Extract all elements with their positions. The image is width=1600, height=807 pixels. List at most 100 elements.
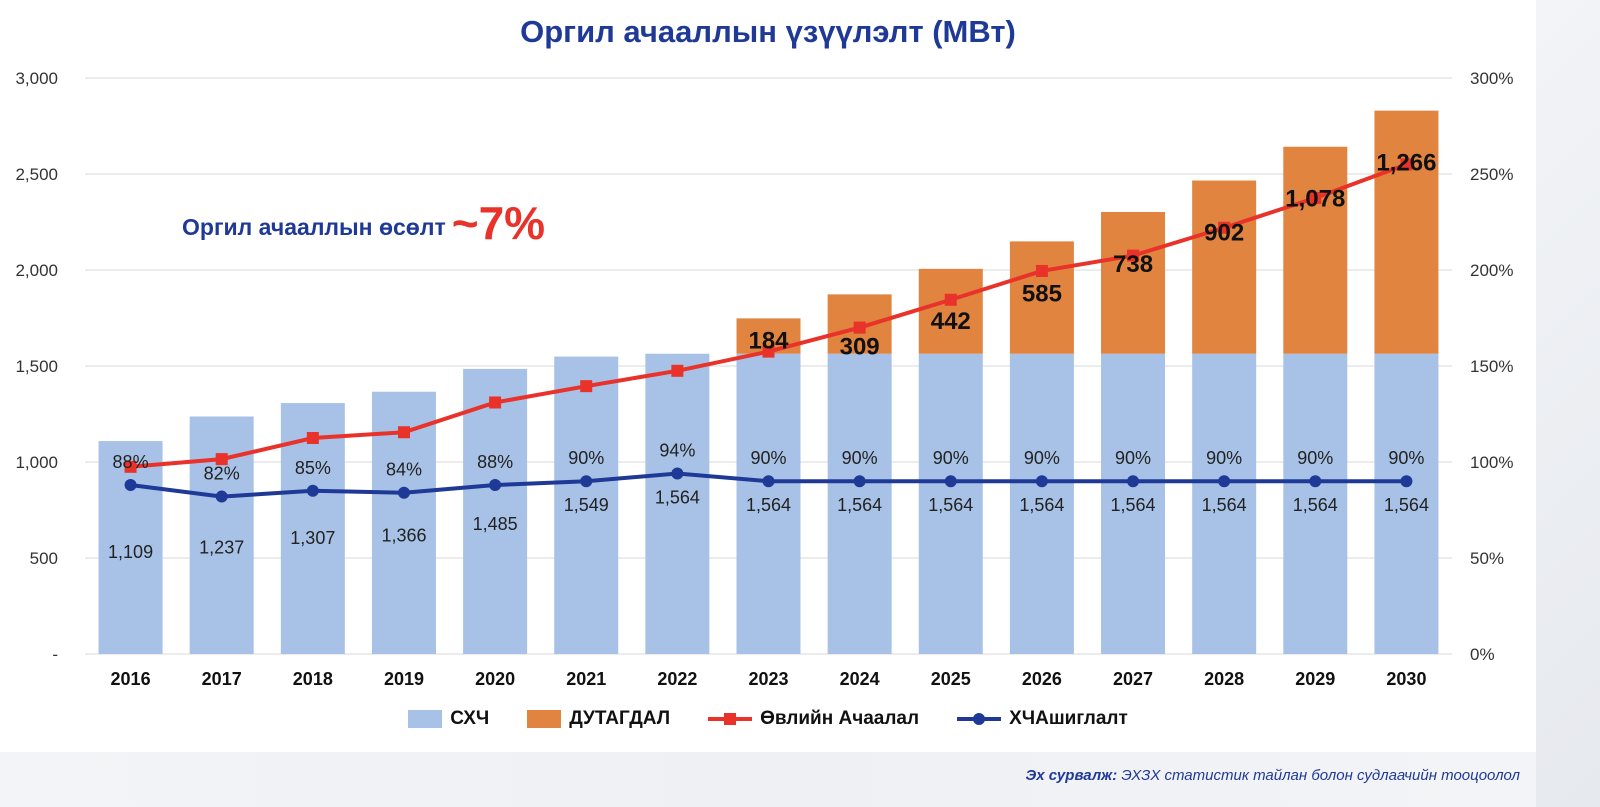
data-label-shortage: 1,266 (1376, 150, 1436, 177)
data-label-shortage: 738 (1113, 251, 1153, 278)
bar-shortage (918, 268, 983, 354)
point-utilization (853, 475, 866, 488)
x-tick-label: 2030 (1386, 669, 1426, 689)
data-label-utilization: 90% (842, 448, 878, 468)
data-label-utilization: 85% (295, 458, 331, 478)
bar-shortage (1192, 180, 1257, 354)
point-winter-load (1127, 249, 1140, 262)
y-tick-label: - (52, 645, 58, 664)
bar-shortage (1101, 212, 1166, 354)
x-tick-label: 2017 (202, 669, 242, 689)
data-label-skhch: 1,564 (1202, 495, 1247, 515)
x-tick-label: 2023 (748, 669, 788, 689)
x-tick-label: 2018 (293, 669, 333, 689)
y2-tick-label: 200% (1470, 261, 1513, 280)
bar-skhch (1101, 353, 1166, 654)
point-utilization (215, 490, 228, 503)
point-utilization (944, 475, 957, 488)
point-utilization (397, 486, 410, 499)
x-tick-label: 2019 (384, 669, 424, 689)
x-tick-label: 2021 (566, 669, 606, 689)
data-label-skhch: 1,564 (1019, 495, 1064, 515)
data-label-utilization: 90% (933, 448, 969, 468)
point-utilization (124, 479, 137, 492)
bar-skhch (98, 441, 163, 654)
bar-skhch (1374, 353, 1439, 654)
point-utilization (1127, 475, 1140, 488)
data-label-skhch: 1,564 (1293, 495, 1338, 515)
data-label-utilization: 82% (204, 464, 240, 484)
y2-tick-label: 150% (1470, 357, 1513, 376)
background-bottom-band (0, 752, 1536, 807)
point-winter-load (1400, 158, 1413, 171)
legend-swatch-skhch (408, 710, 443, 728)
data-label-skhch: 1,564 (837, 495, 882, 515)
point-winter-load (1035, 264, 1048, 277)
legend-swatch-shortage (527, 710, 562, 728)
point-utilization (1218, 475, 1231, 488)
growth-annotation: Оргил ачааллын өсөлт ~7% (182, 196, 545, 250)
data-label-utilization: 90% (1388, 448, 1424, 468)
data-label-skhch: 1,564 (928, 495, 973, 515)
legend-item-shortage: ДУТАГДАЛ (527, 708, 670, 730)
growth-annotation-value: ~7% (451, 197, 546, 249)
data-label-utilization: 90% (568, 448, 604, 468)
point-winter-load (944, 293, 957, 306)
y-tick-label: 3,000 (15, 69, 58, 88)
point-winter-load (671, 364, 684, 377)
point-utilization (306, 484, 319, 497)
point-utilization (580, 475, 593, 488)
data-label-shortage: 902 (1204, 220, 1244, 247)
data-label-skhch: 1,237 (199, 538, 244, 558)
legend-item-winter-load: Өвлийн Ачаалал (708, 708, 919, 730)
point-winter-load (1309, 192, 1322, 204)
data-label-shortage: 1,078 (1285, 186, 1345, 213)
y-tick-label: 1,500 (15, 357, 58, 376)
data-label-utilization: 90% (1115, 448, 1151, 468)
data-label-skhch: 1,366 (381, 526, 426, 546)
x-tick-label: 2026 (1022, 669, 1062, 689)
bar-skhch (918, 353, 983, 654)
legend-label-shortage: ДУТАГДАЛ (569, 708, 671, 729)
bar-skhch (1283, 353, 1348, 654)
legend-swatch-utilization (957, 710, 1002, 728)
data-label-utilization: 90% (1297, 448, 1333, 468)
legend-label-winter-load: Өвлийн Ачаалал (760, 708, 920, 729)
data-label-skhch: 1,564 (1111, 495, 1156, 515)
source-note: Эх сурвалж: ЭХЗХ статистик тайлан болон … (1026, 767, 1521, 784)
data-label-skhch: 1,549 (564, 495, 609, 515)
data-label-skhch: 1,307 (290, 528, 335, 548)
y-tick-label: 2,500 (15, 165, 58, 184)
point-winter-load (762, 345, 775, 358)
legend-swatch-winter-load (708, 710, 753, 728)
data-label-skhch: 1,564 (1384, 495, 1429, 515)
data-label-shortage: 585 (1022, 280, 1062, 307)
data-label-shortage: 184 (748, 327, 789, 354)
y-tick-label: 1,000 (15, 453, 58, 472)
x-tick-label: 2016 (111, 669, 151, 689)
chart-title: Оргил ачааллын үзүүлэлт (МВт) (520, 14, 1016, 49)
data-label-skhch: 1,485 (473, 514, 518, 534)
y2-tick-label: 300% (1470, 69, 1513, 88)
data-label-skhch: 1,109 (108, 542, 153, 562)
point-winter-load (215, 453, 228, 466)
x-tick-label: 2029 (1295, 669, 1335, 689)
data-label-skhch: 1,564 (746, 495, 791, 515)
bar-skhch (554, 356, 619, 654)
point-utilization (1400, 475, 1413, 488)
bar-shortage (1009, 241, 1074, 354)
bar-skhch (645, 353, 710, 654)
data-label-utilization: 90% (1206, 448, 1242, 468)
bar-skhch (1009, 353, 1074, 654)
legend-label-skhch: СХЧ (450, 708, 490, 729)
y-tick-label: 500 (30, 549, 58, 568)
point-winter-load (489, 396, 502, 409)
background-right-strip (1536, 0, 1600, 807)
point-winter-load (306, 432, 319, 444)
growth-annotation-text: Оргил ачааллын өсөлт (182, 214, 446, 240)
data-label-utilization: 88% (477, 452, 513, 472)
y2-tick-label: 100% (1470, 453, 1513, 472)
point-utilization (762, 475, 775, 488)
point-utilization (1309, 475, 1322, 488)
